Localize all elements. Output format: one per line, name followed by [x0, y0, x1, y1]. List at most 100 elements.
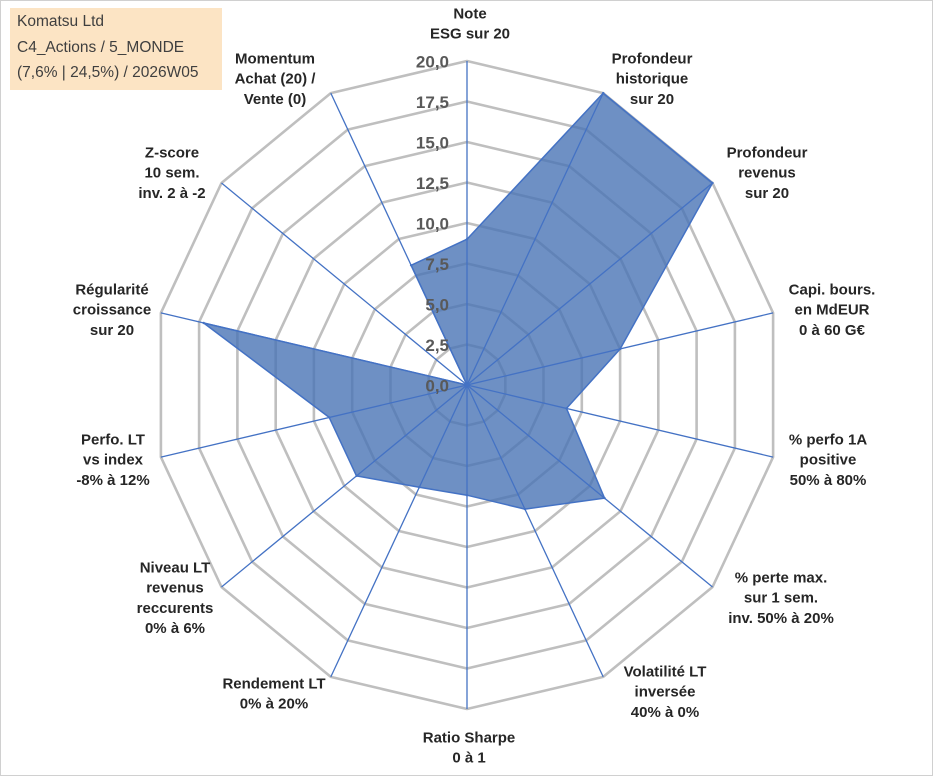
tick-label: 20,0: [416, 53, 449, 72]
category-label-line: positive: [800, 452, 857, 469]
data-point: [465, 238, 469, 241]
data-point: [603, 496, 606, 500]
tick-label: 17,5: [416, 93, 449, 112]
category-label-line: 0 à 60 G€: [799, 322, 866, 339]
category-label-line: inv. 50% à 20%: [728, 610, 834, 627]
category-label-line: Perfo. LT: [81, 432, 145, 449]
data-point: [711, 181, 714, 185]
data-point: [202, 321, 205, 325]
data-point: [355, 474, 358, 478]
tick-label: 15,0: [416, 134, 449, 153]
tick-label: 0,0: [425, 377, 449, 396]
data-series: [202, 92, 714, 510]
category-label-line: inv. 2 à -2: [138, 185, 205, 202]
category-label-line: Niveau LT: [140, 560, 211, 577]
axis-spoke: [466, 384, 604, 678]
category-label: Perfo. LT vs index -8% à 12%: [76, 432, 149, 489]
category-label-line: revenus: [738, 165, 796, 182]
category-label: Note ESG sur 20: [430, 6, 510, 43]
data-point: [409, 264, 413, 267]
category-label: Ratio Sharpe 0 à 1: [423, 730, 516, 767]
category-label-line: sur 1 sem.: [744, 590, 818, 607]
category-label: Z-score 10 sem. inv. 2 à -2: [138, 145, 205, 202]
info-box: Komatsu Ltd C4_Actions / 5_MONDE (7,6% |…: [10, 8, 222, 90]
data-point: [618, 347, 622, 351]
category-label-line: % perfo 1A: [789, 432, 868, 449]
category-label-line: sur 20: [745, 185, 789, 202]
category-label-line: 50% à 80%: [790, 472, 867, 489]
category-label-line: 0 à 1: [452, 750, 485, 767]
category-label-line: inversée: [635, 684, 696, 701]
category-label-line: Rendement LT: [222, 676, 325, 693]
category-label-line: reccurents: [137, 600, 214, 617]
data-point: [465, 494, 469, 497]
data-point: [602, 91, 605, 95]
category-label-line: Vente (0): [244, 91, 307, 108]
category-label-line: sur 20: [90, 322, 134, 339]
category-label-line: ESG sur 20: [430, 26, 510, 43]
info-portfolio: C4_Actions / 5_MONDE: [17, 38, 185, 56]
category-label: Capi. bours. en MdEUR 0 à 60 G€: [789, 282, 876, 339]
data-point: [523, 507, 527, 511]
category-label: Volatilité LT inversée 40% à 0%: [624, 664, 707, 721]
data-point: [418, 486, 421, 489]
axis-spoke: [466, 92, 604, 386]
radial-tick-labels: 0,0 2,5 5,0 7,5 10,0 12,5 15,0 17,5 20,0: [416, 53, 449, 396]
data-point: [465, 383, 469, 387]
category-label-line: Ratio Sharpe: [423, 730, 516, 747]
category-label-line: Momentum: [235, 51, 315, 68]
tick-label: 10,0: [416, 215, 449, 234]
axis-spoke: [466, 384, 774, 458]
data-points: [202, 91, 714, 511]
axis-spoke: [160, 384, 468, 458]
axis-spoke: [330, 384, 468, 678]
info-stats: (7,6% | 24,5%) / 2026W05: [17, 64, 199, 81]
data-point: [328, 416, 331, 419]
tick-label: 5,0: [425, 296, 449, 315]
category-label-line: croissance: [73, 302, 151, 319]
category-label-line: Note: [453, 6, 486, 23]
category-label-line: Capi. bours.: [789, 282, 876, 299]
category-label-line: vs index: [83, 452, 144, 469]
category-label-line: historique: [616, 71, 689, 88]
category-label: Momentum Achat (20) / Vente (0): [235, 51, 317, 108]
axis-spoke: [221, 384, 468, 588]
category-labels: Note ESG sur 20 Profondeur historique sur 20…: [73, 6, 876, 767]
axis-spokes: [160, 61, 774, 709]
category-label-line: Volatilité LT: [624, 664, 707, 681]
axis-spoke: [160, 312, 468, 386]
category-label-line: revenus: [146, 580, 204, 597]
category-label: Niveau LT revenus reccurents 0% à 6%: [137, 560, 214, 638]
category-label-line: % perte max.: [735, 570, 828, 587]
info-company-name: Komatsu Ltd: [17, 13, 105, 30]
category-label-line: Profondeur: [727, 145, 808, 162]
axis-spoke: [466, 384, 713, 588]
category-label-line: 40% à 0%: [631, 704, 699, 721]
category-label: Rendement LT 0% à 20%: [222, 676, 325, 713]
category-label-line: 0% à 6%: [145, 620, 205, 637]
axis-spoke: [330, 92, 468, 386]
tick-label: 2,5: [425, 336, 449, 355]
category-label: Régularité croissance sur 20: [73, 282, 151, 339]
category-label-line: 0% à 20%: [240, 696, 308, 713]
category-label: Profondeur historique sur 20: [612, 51, 693, 108]
category-label-line: Z-score: [145, 145, 199, 162]
series-area: [202, 92, 714, 510]
data-point: [565, 407, 568, 410]
category-label-line: -8% à 12%: [76, 472, 149, 489]
tick-label: 12,5: [416, 174, 449, 193]
tick-label: 7,5: [425, 255, 449, 274]
category-label-line: en MdEUR: [795, 302, 870, 319]
category-label-line: sur 20: [630, 91, 674, 108]
axis-spoke: [221, 182, 468, 386]
category-label: Profondeur revenus sur 20: [727, 145, 808, 202]
category-label-line: Régularité: [75, 282, 148, 299]
axis-spoke: [466, 182, 713, 386]
category-label-line: Profondeur: [612, 51, 693, 68]
category-label-line: Achat (20) /: [235, 71, 317, 88]
category-label-line: 10 sem.: [144, 165, 199, 182]
category-label: % perfo 1A positive 50% à 80%: [789, 432, 868, 489]
category-label: % perte max. sur 1 sem. inv. 50% à 20%: [728, 570, 834, 627]
